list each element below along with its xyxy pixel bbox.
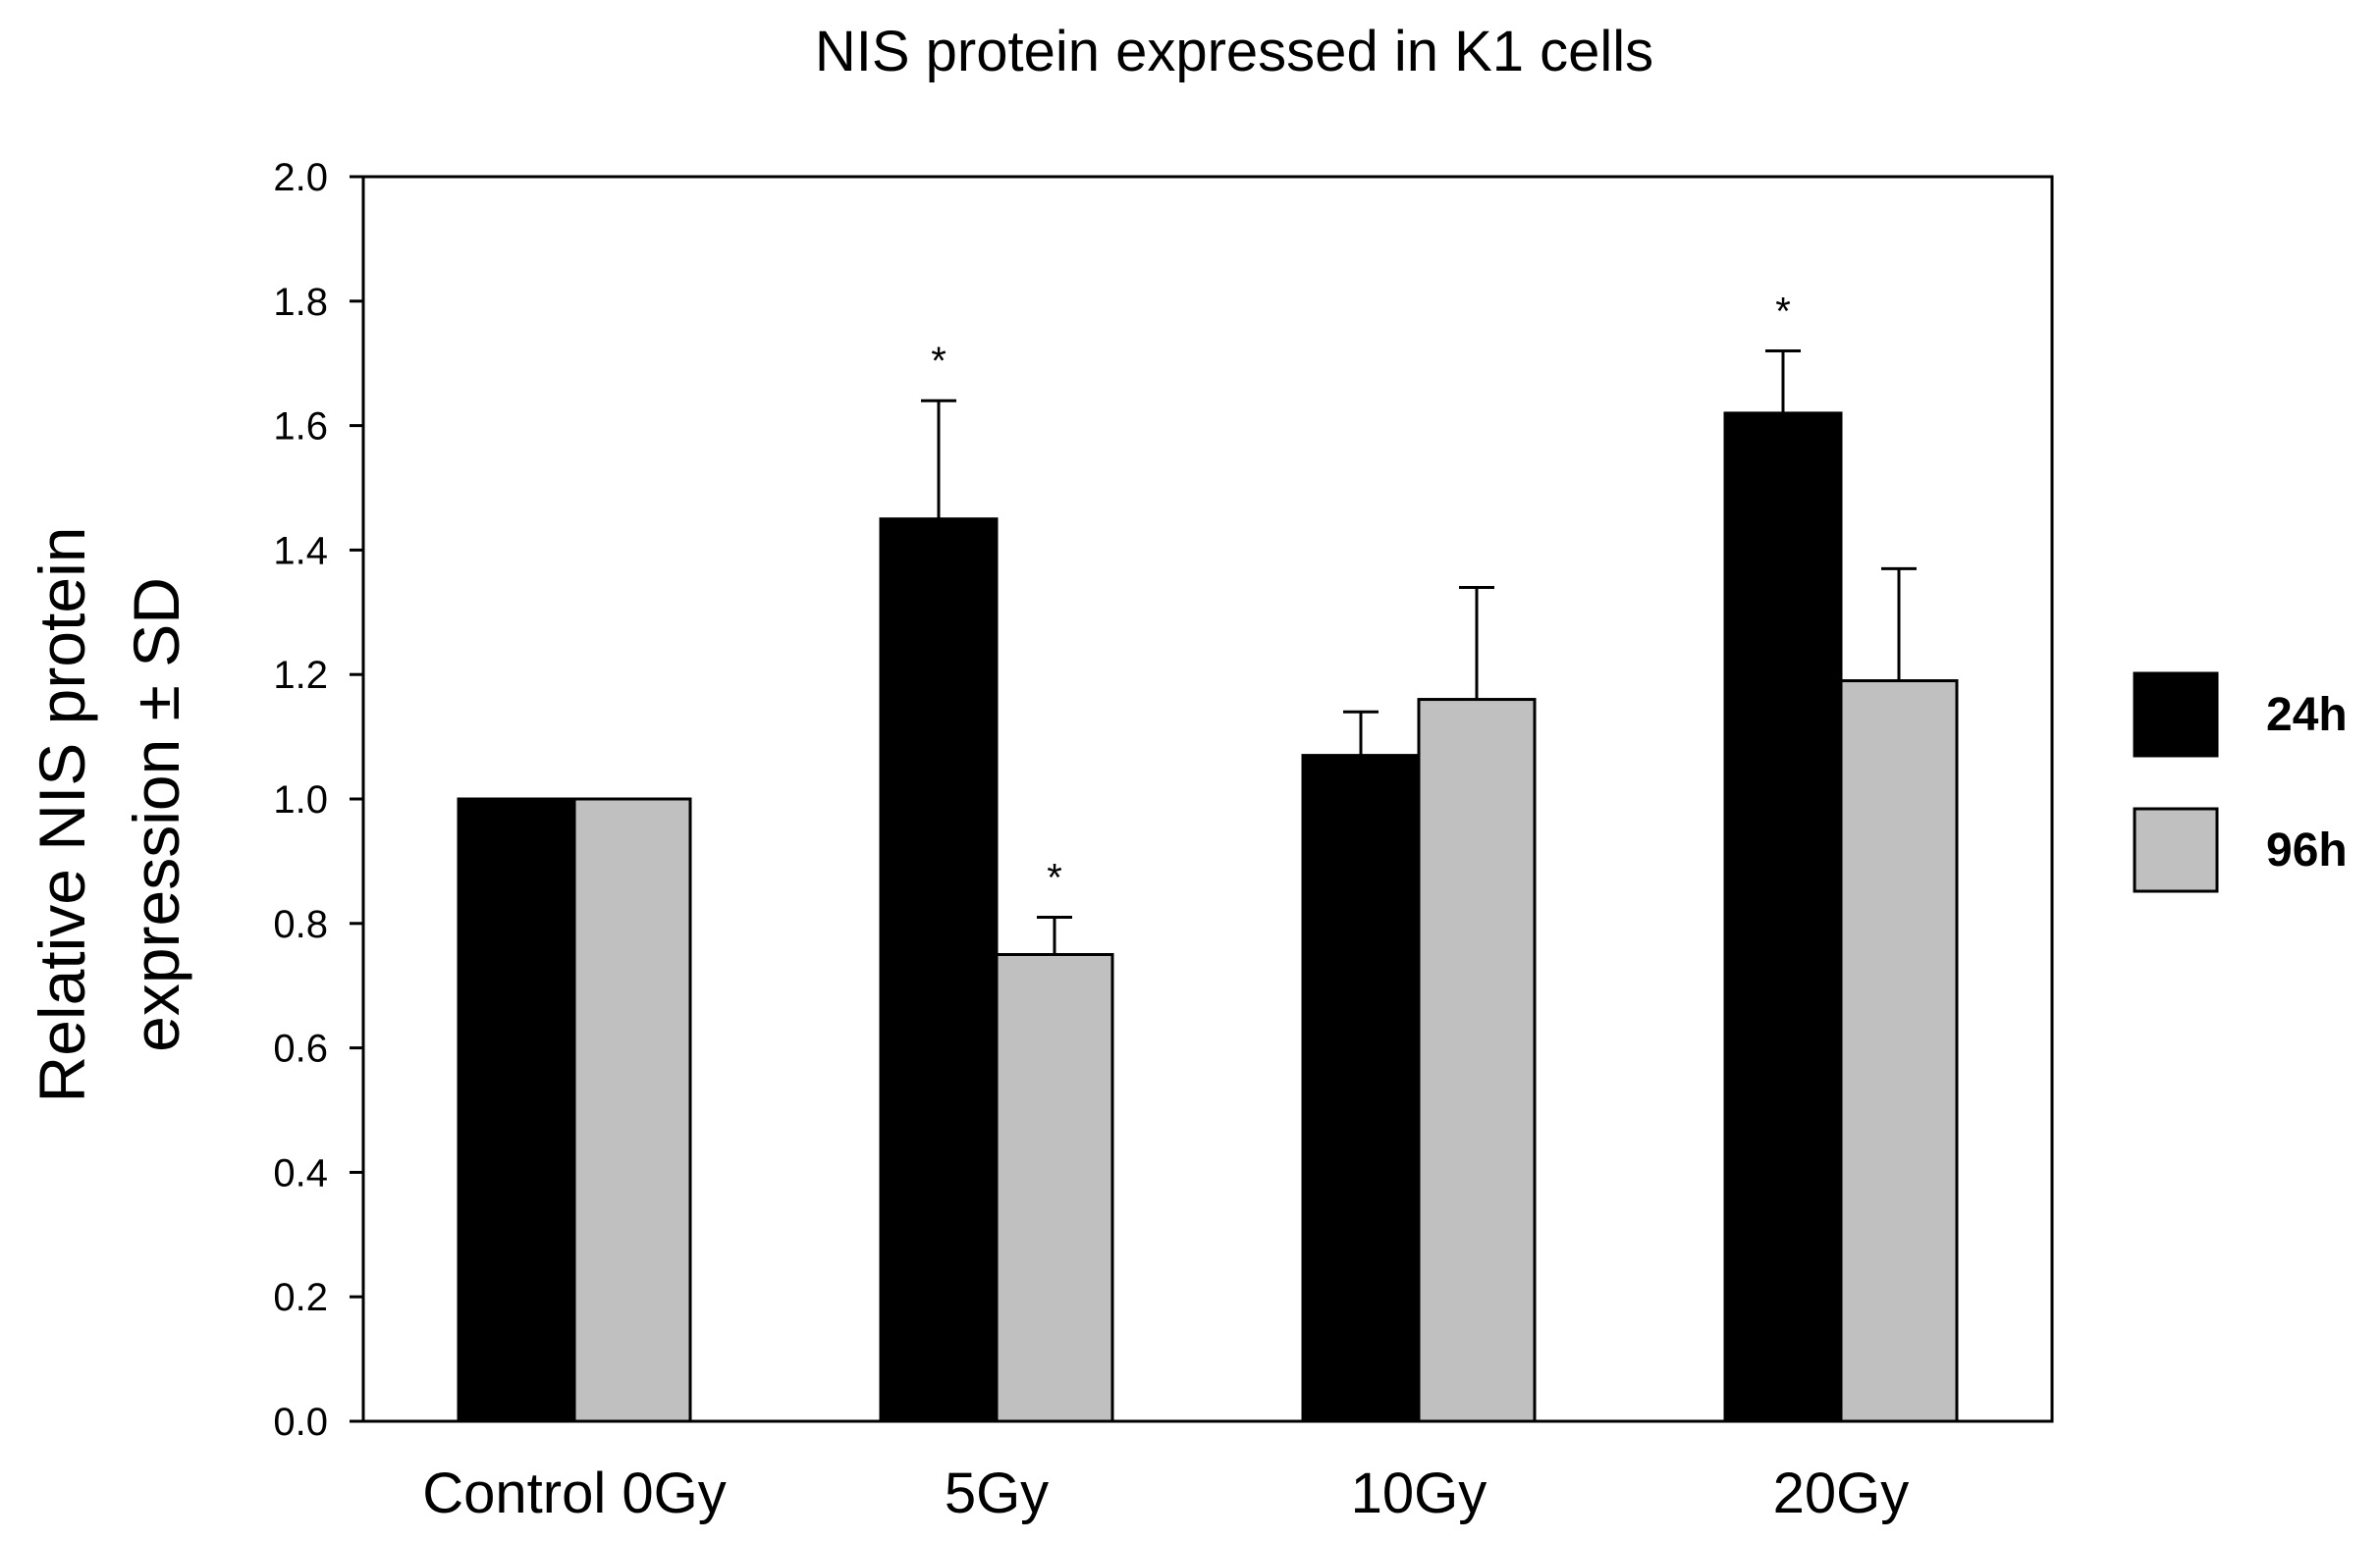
y-tick-label: 0.4 xyxy=(273,1151,328,1195)
significance-star: * xyxy=(1775,291,1791,334)
y-tick-label: 1.0 xyxy=(273,778,328,822)
y-axis-label-line-1: Relative NIS protein xyxy=(26,527,98,1103)
bar-24h-0 xyxy=(457,797,576,1423)
error-bars xyxy=(921,349,1917,955)
y-tick-label: 0.2 xyxy=(273,1276,328,1319)
y-tick-label: 1.4 xyxy=(273,529,328,572)
x-tick-label: Control 0Gy xyxy=(422,1462,726,1525)
y-tick-label: 1.2 xyxy=(273,654,328,697)
bar-96h-1 xyxy=(995,953,1114,1423)
legend-swatch-24h xyxy=(2133,671,2219,758)
x-tick-label: 10Gy xyxy=(1351,1462,1488,1525)
y-tick-label: 1.8 xyxy=(273,281,328,324)
y-tick-label: 1.6 xyxy=(273,405,328,449)
bar-96h-0 xyxy=(572,797,692,1423)
x-axis-labels: Control 0Gy 5Gy 10Gy 20Gy xyxy=(422,1462,1909,1525)
significance-markers: * * * xyxy=(931,291,1791,900)
legend: 24h 96h xyxy=(2133,671,2348,893)
bars xyxy=(457,411,1959,1423)
y-axis-label-line-2: expression ± SD xyxy=(120,577,192,1052)
legend-label-24h: 24h xyxy=(2266,689,2348,741)
bar-24h-1 xyxy=(879,517,999,1423)
bar-96h-3 xyxy=(1839,679,1959,1423)
y-axis-ticks: 0.0 0.2 0.4 0.6 0.8 1.0 1.2 1.4 1.6 1.8 2.0 xyxy=(273,156,363,1444)
y-tick-label: 0.0 xyxy=(273,1401,328,1444)
y-tick-label: 0.8 xyxy=(273,903,328,946)
plot-frame xyxy=(361,175,2054,1423)
y-tick-label: 0.6 xyxy=(273,1028,328,1071)
bar-24h-2 xyxy=(1301,754,1421,1423)
x-tick-label: 5Gy xyxy=(945,1462,1049,1525)
significance-star: * xyxy=(1047,856,1062,899)
legend-label-96h: 96h xyxy=(2266,824,2348,877)
legend-swatch-96h xyxy=(2133,807,2219,893)
significance-star: * xyxy=(931,340,947,383)
y-tick-label: 2.0 xyxy=(273,156,328,199)
bar-96h-2 xyxy=(1417,698,1537,1423)
x-tick-label: 20Gy xyxy=(1773,1462,1910,1525)
chart-title: NIS protein expressed in K1 cells xyxy=(815,20,1653,83)
bar-24h-3 xyxy=(1723,411,1843,1423)
